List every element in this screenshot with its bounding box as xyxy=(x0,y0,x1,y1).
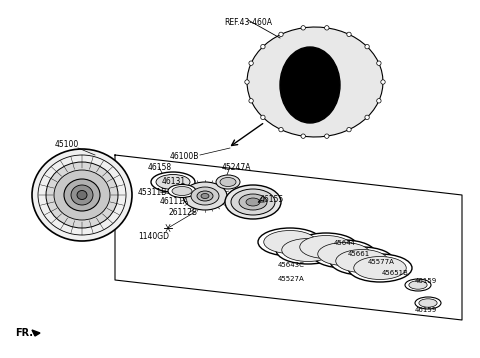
Ellipse shape xyxy=(201,194,209,198)
Ellipse shape xyxy=(32,149,132,241)
Circle shape xyxy=(324,134,329,138)
Circle shape xyxy=(347,32,351,37)
Text: 1140GD: 1140GD xyxy=(138,232,169,241)
Circle shape xyxy=(377,61,381,66)
Text: 45247A: 45247A xyxy=(222,163,252,172)
Text: 26112B: 26112B xyxy=(168,208,197,217)
Ellipse shape xyxy=(191,187,219,205)
Ellipse shape xyxy=(330,247,394,275)
Text: 45661: 45661 xyxy=(348,251,370,257)
Ellipse shape xyxy=(172,187,192,195)
Ellipse shape xyxy=(312,240,376,268)
Text: 45644: 45644 xyxy=(334,240,356,246)
Ellipse shape xyxy=(168,184,196,198)
Ellipse shape xyxy=(419,299,437,307)
Circle shape xyxy=(249,98,253,103)
Circle shape xyxy=(347,127,351,132)
Circle shape xyxy=(365,44,369,49)
Ellipse shape xyxy=(409,281,427,289)
Circle shape xyxy=(381,80,385,84)
Ellipse shape xyxy=(348,254,412,282)
Ellipse shape xyxy=(264,231,316,253)
Text: 46131: 46131 xyxy=(162,177,186,186)
Ellipse shape xyxy=(280,47,340,123)
Ellipse shape xyxy=(318,242,370,266)
Circle shape xyxy=(279,127,283,132)
Circle shape xyxy=(301,26,305,30)
Ellipse shape xyxy=(220,178,236,187)
Circle shape xyxy=(365,115,369,120)
Text: REF.43-460A: REF.43-460A xyxy=(224,18,272,27)
Circle shape xyxy=(279,32,283,37)
Polygon shape xyxy=(32,330,40,336)
Ellipse shape xyxy=(225,185,281,219)
Circle shape xyxy=(245,80,249,84)
Ellipse shape xyxy=(336,250,388,272)
Ellipse shape xyxy=(46,162,118,228)
Circle shape xyxy=(377,98,381,103)
Ellipse shape xyxy=(276,236,340,264)
Polygon shape xyxy=(247,27,383,137)
Ellipse shape xyxy=(183,182,227,210)
Circle shape xyxy=(261,115,265,120)
Text: 46158: 46158 xyxy=(148,163,172,172)
Ellipse shape xyxy=(415,297,441,309)
Circle shape xyxy=(324,26,329,30)
Ellipse shape xyxy=(156,174,190,189)
Ellipse shape xyxy=(239,194,267,210)
Text: FR.: FR. xyxy=(15,328,33,338)
Circle shape xyxy=(249,61,253,66)
Ellipse shape xyxy=(405,279,431,291)
Text: 45577A: 45577A xyxy=(368,259,395,265)
Text: 45311B: 45311B xyxy=(138,188,167,197)
Ellipse shape xyxy=(197,191,213,201)
Ellipse shape xyxy=(294,233,358,261)
Ellipse shape xyxy=(54,170,110,220)
Text: 45651B: 45651B xyxy=(382,270,409,276)
Ellipse shape xyxy=(71,185,93,205)
Text: 46155: 46155 xyxy=(260,195,284,204)
Ellipse shape xyxy=(354,257,406,280)
Ellipse shape xyxy=(231,189,275,215)
Ellipse shape xyxy=(300,236,352,258)
Text: 46159: 46159 xyxy=(415,307,437,313)
Text: 45100: 45100 xyxy=(55,140,79,149)
Text: 46100B: 46100B xyxy=(170,152,199,161)
Ellipse shape xyxy=(64,179,100,211)
Text: 46111A: 46111A xyxy=(160,197,189,206)
Ellipse shape xyxy=(151,172,195,192)
Ellipse shape xyxy=(246,198,260,206)
Ellipse shape xyxy=(216,175,240,189)
Ellipse shape xyxy=(282,238,334,261)
Text: 45527A: 45527A xyxy=(278,276,305,282)
Text: 46159: 46159 xyxy=(415,278,437,284)
Circle shape xyxy=(261,44,265,49)
Ellipse shape xyxy=(77,190,87,199)
Ellipse shape xyxy=(258,228,322,256)
Circle shape xyxy=(301,134,305,138)
Text: 45643C: 45643C xyxy=(278,262,305,268)
